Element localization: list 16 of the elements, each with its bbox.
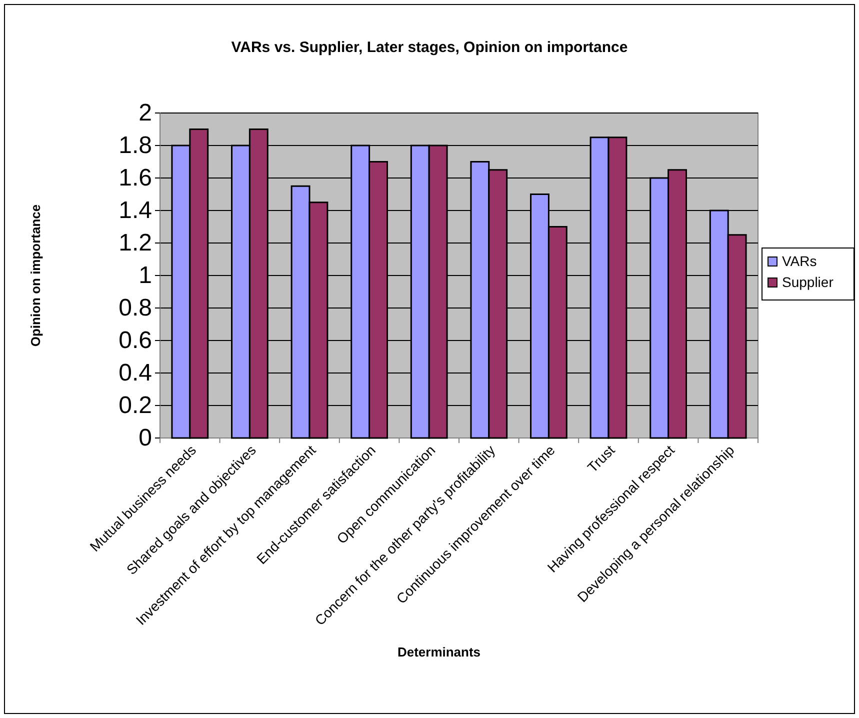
y-tick-label: 1	[138, 262, 152, 290]
x-axis-title: Determinants	[397, 644, 481, 660]
legend-label: Supplier	[782, 274, 834, 290]
y-tick-label: 1.4	[118, 197, 152, 224]
y-tick-label: 0.4	[118, 360, 152, 387]
y-tick-label: 1.8	[118, 132, 152, 160]
y-tick-label: 1.2	[118, 230, 152, 257]
y-axis-title: Opinion on importance	[28, 204, 43, 347]
legend-label: VARs	[782, 253, 817, 269]
y-tick-label: 1.6	[118, 164, 152, 192]
y-tick-label: 2	[138, 100, 152, 127]
y-tick-label: 0	[138, 424, 152, 452]
chart-title: VARs vs. Supplier, Later stages, Opinion on importance	[231, 39, 628, 56]
y-tick-label: 0.6	[118, 327, 152, 354]
y-tick-label: 0.2	[118, 392, 152, 420]
y-tick-label: 0.8	[118, 294, 152, 322]
